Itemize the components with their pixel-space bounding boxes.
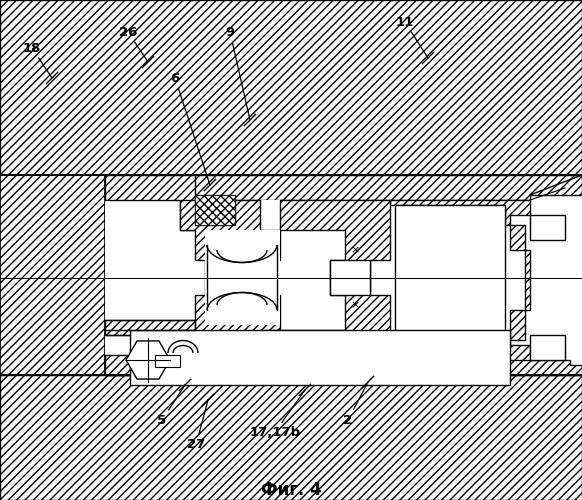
Bar: [395, 205, 505, 355]
Bar: [195, 195, 235, 225]
Polygon shape: [105, 175, 582, 200]
Text: 2: 2: [343, 414, 353, 426]
Polygon shape: [280, 200, 390, 355]
Bar: [330, 260, 370, 295]
Text: 6: 6: [171, 72, 180, 85]
Text: 11: 11: [396, 16, 414, 28]
Bar: [105, 175, 582, 375]
Text: ×: ×: [350, 300, 360, 310]
Text: 27: 27: [187, 438, 205, 452]
Bar: [530, 335, 565, 360]
Bar: [395, 205, 505, 355]
Text: 26: 26: [119, 26, 137, 38]
Bar: [0, 0, 582, 175]
Bar: [205, 230, 280, 325]
Bar: [105, 200, 530, 355]
Polygon shape: [390, 200, 530, 360]
Text: 17,17b: 17,17b: [250, 426, 300, 438]
Text: ×: ×: [350, 245, 360, 255]
Bar: [330, 260, 370, 295]
Polygon shape: [105, 355, 582, 375]
Bar: [130, 330, 510, 385]
Bar: [195, 195, 235, 225]
Bar: [0, 375, 582, 500]
Bar: [0, 175, 105, 375]
Bar: [155, 355, 180, 367]
Text: 5: 5: [158, 414, 166, 426]
Polygon shape: [180, 200, 280, 355]
Text: 18: 18: [23, 42, 41, 54]
Polygon shape: [105, 320, 195, 375]
Bar: [530, 215, 565, 240]
Text: Фиг. 4: Фиг. 4: [261, 481, 321, 499]
Polygon shape: [105, 175, 195, 230]
Text: 9: 9: [225, 26, 235, 38]
